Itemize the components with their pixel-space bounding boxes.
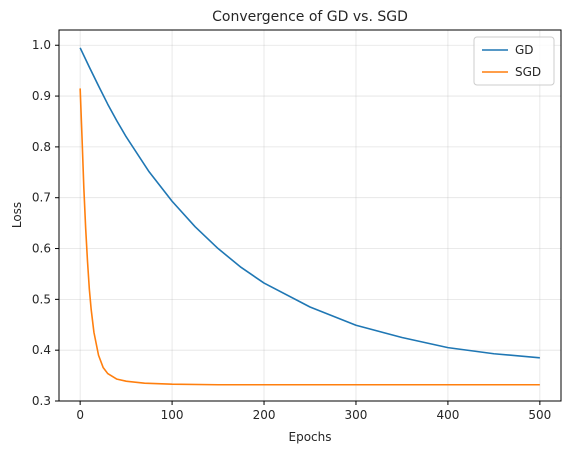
- x-axis-label: Epochs: [289, 430, 332, 444]
- y-tick-label: 0.6: [32, 242, 51, 256]
- y-tick-label: 1.0: [32, 38, 51, 52]
- x-tick-label: 300: [345, 408, 368, 422]
- series-line-sgd: [79, 88, 540, 386]
- y-axis: 0.3 0.4 0.5 0.6 0.7 0.8 0.9 1.0: [32, 38, 59, 408]
- legend-box: [473, 36, 555, 86]
- series-line-gd: [79, 47, 540, 359]
- y-tick-label: 0.5: [32, 292, 51, 306]
- grid: [59, 30, 561, 402]
- legend: GD SGD: [473, 36, 555, 86]
- y-tick-label: 0.7: [32, 191, 51, 205]
- chart-title: Convergence of GD vs. SGD: [212, 9, 408, 25]
- x-tick-label: 0: [76, 408, 84, 422]
- plot-frame: [58, 29, 562, 402]
- y-tick-label: 0.9: [32, 89, 51, 103]
- legend-label-sgd: SGD: [515, 65, 541, 79]
- y-axis-label: Loss: [10, 202, 24, 228]
- legend-label-gd: GD: [515, 43, 534, 57]
- x-tick-label: 100: [161, 408, 184, 422]
- x-tick-label: 400: [436, 408, 459, 422]
- y-tick-label: 0.4: [32, 343, 51, 357]
- x-tick-label: 500: [528, 408, 551, 422]
- x-axis: 0 100 200 300 400 500: [76, 401, 551, 422]
- series-layer: [79, 47, 540, 386]
- y-tick-label: 0.3: [32, 394, 51, 408]
- x-tick-label: 200: [253, 408, 276, 422]
- y-tick-label: 0.8: [32, 140, 51, 154]
